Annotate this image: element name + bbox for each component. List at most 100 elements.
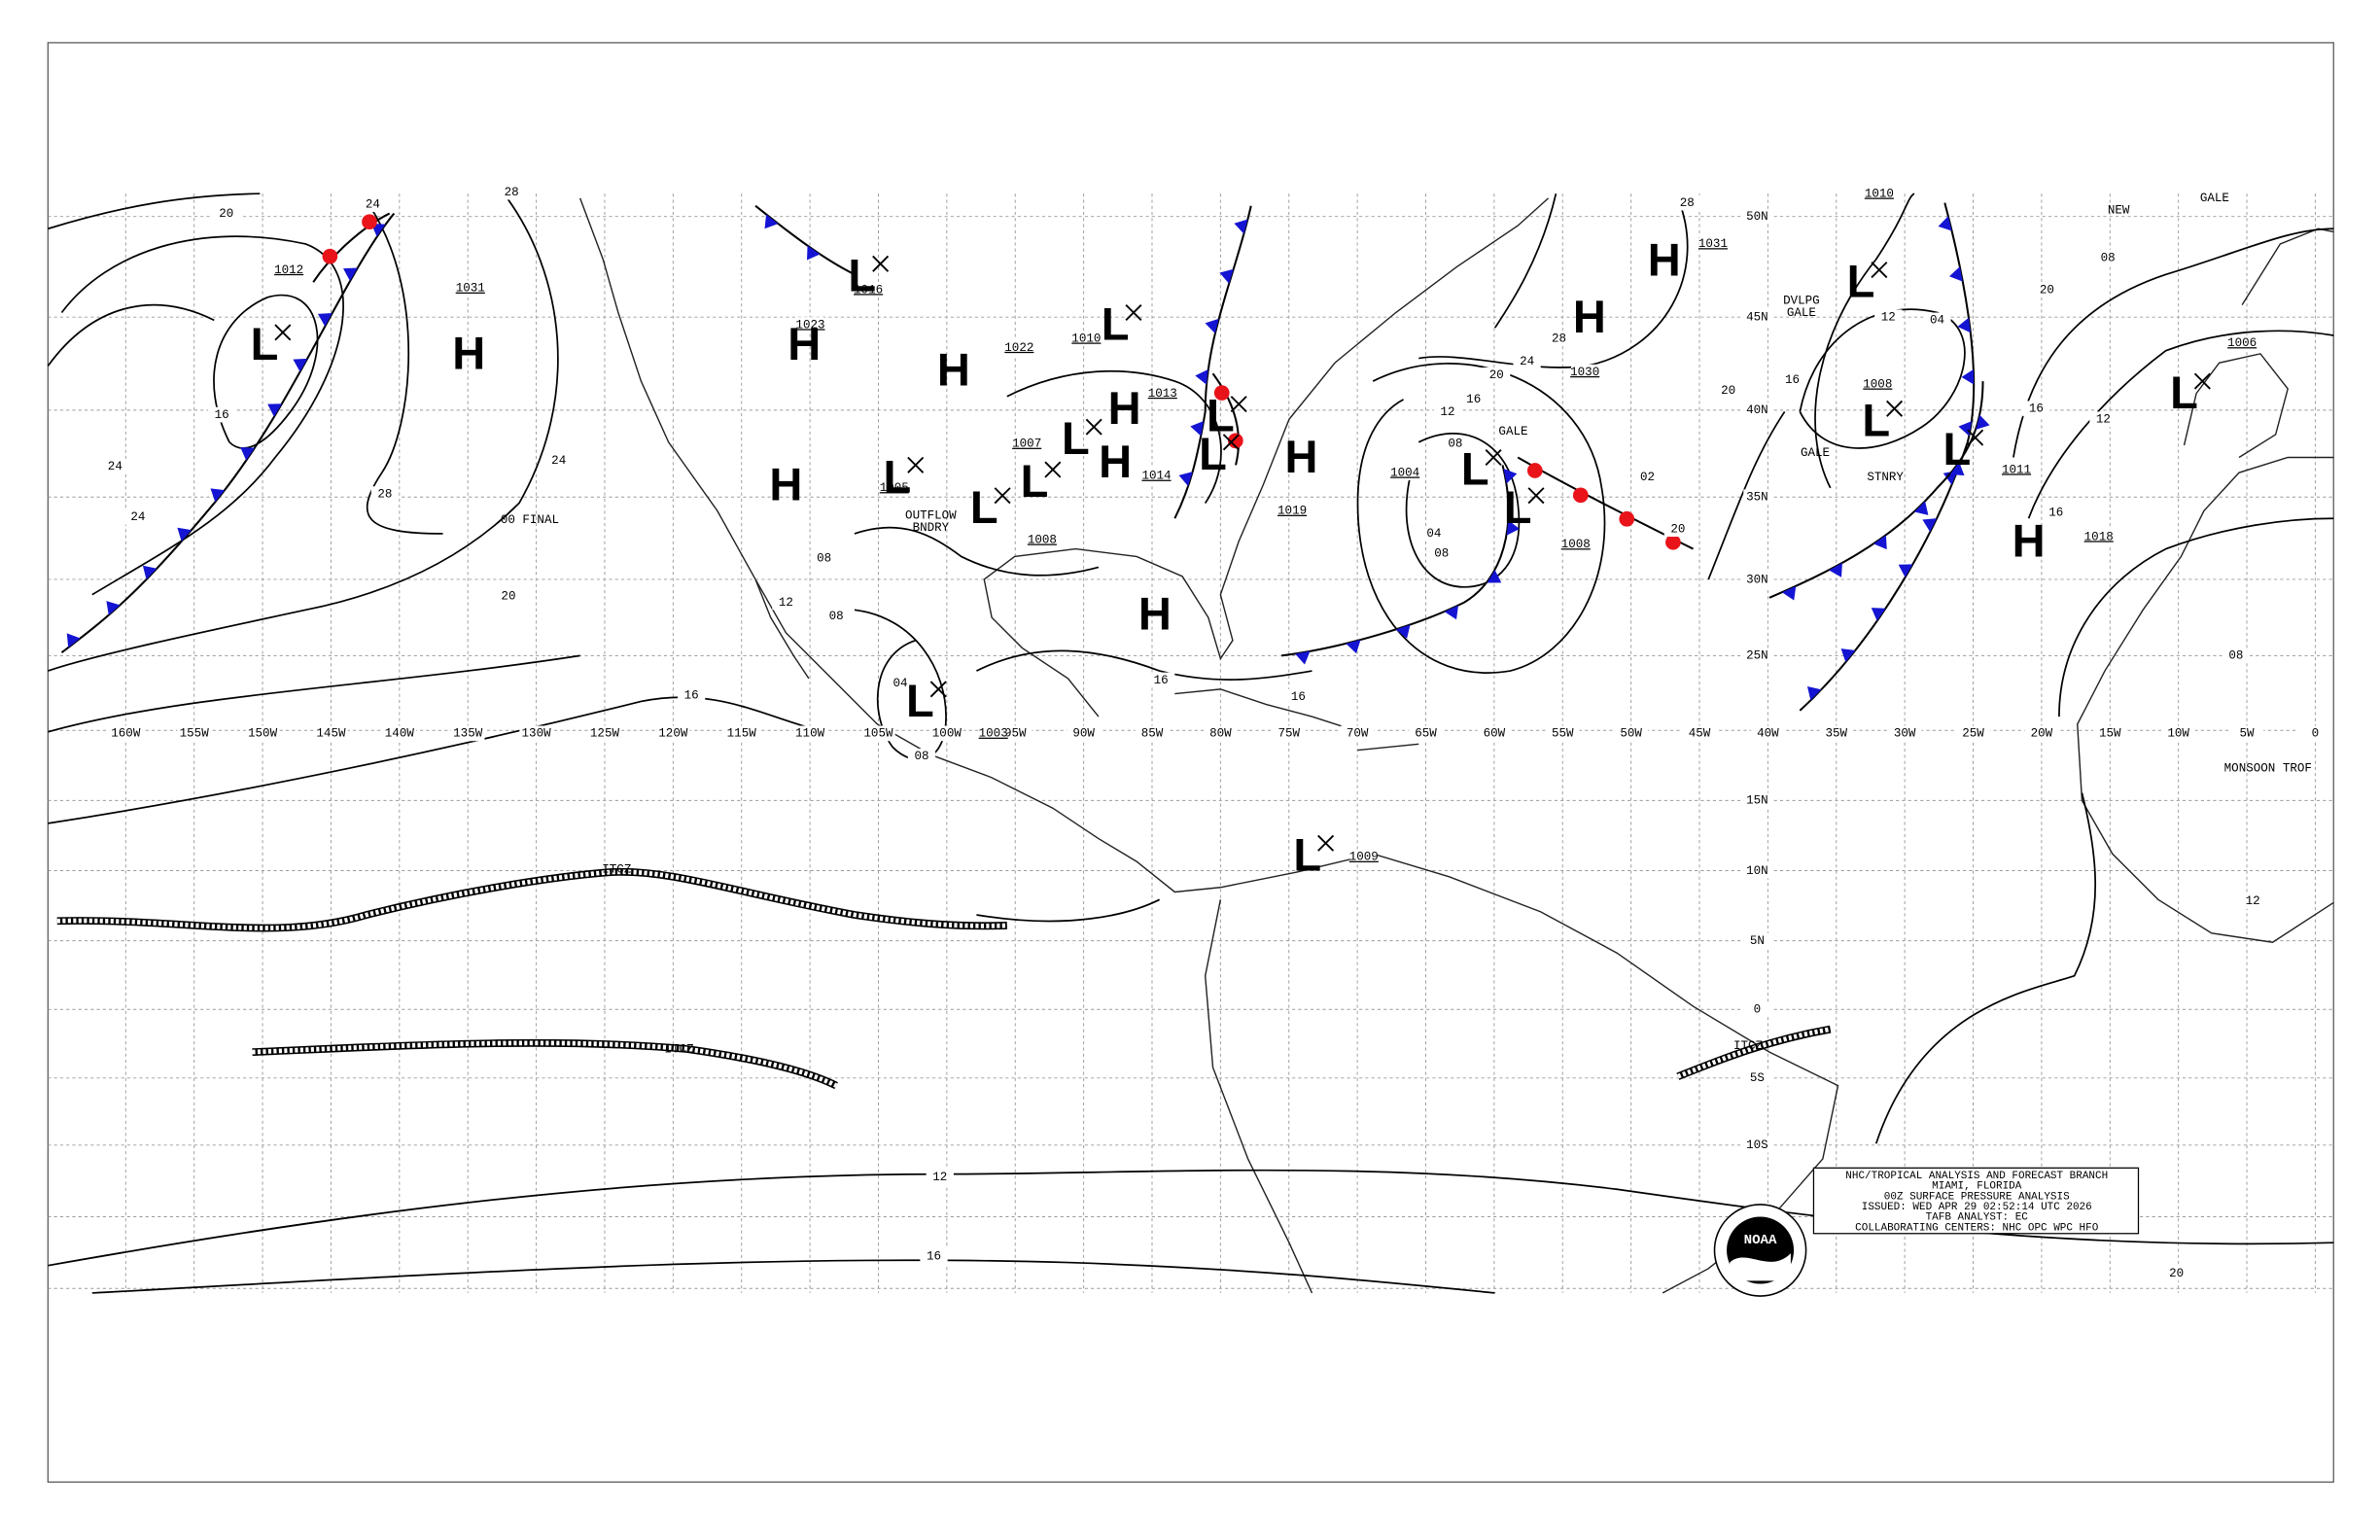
isobar-label-bg <box>1571 364 1599 380</box>
isobar-label: 1009 <box>1349 851 1379 864</box>
lon-label-bg <box>1887 725 1922 742</box>
lon-label: 125W <box>590 727 620 741</box>
isobar <box>1006 369 1222 505</box>
isobar-label: 16 <box>215 408 229 422</box>
isobar-label-bg <box>1874 309 1903 326</box>
cold-front-pip <box>1957 317 1971 333</box>
lon-label: 30W <box>1894 727 1916 741</box>
isobar-label: 16 <box>684 688 699 702</box>
cold-front-pip <box>1898 564 1913 578</box>
isobar-label-bg <box>1148 385 1176 402</box>
lon-label: 80W <box>1209 727 1232 741</box>
isobar-label-bg <box>678 687 706 703</box>
isobar-label: 1023 <box>795 318 824 332</box>
info-line: NHC/TROPICAL ANALYSIS AND FORECAST BRANC… <box>1845 1171 2108 1182</box>
cold-front-pip <box>1949 462 1965 476</box>
feature-label: STNRY <box>1867 471 1904 484</box>
isobar-label-bg <box>2022 401 2050 417</box>
pressure-center: H <box>452 327 485 378</box>
isobar-label: 24 <box>1520 355 1534 368</box>
isobar-label-bg <box>359 196 387 212</box>
lat-label: 30N <box>1746 573 1768 586</box>
feature-label: MONSOON TROF <box>2224 762 2312 776</box>
cold-front-pip <box>1487 570 1502 583</box>
isobar <box>854 526 1100 577</box>
cold-front-pip <box>806 245 821 261</box>
isobar-label-bg <box>886 675 915 691</box>
isobar-label-bg <box>2228 335 2257 351</box>
isobar <box>1814 192 1915 489</box>
lat-label: 40N <box>1746 403 1768 417</box>
pressure-center: L <box>1062 412 1090 464</box>
lon-label: 60W <box>1484 727 1506 741</box>
feature-label: BNDRY <box>913 521 950 535</box>
info-line: 00Z SURFACE PRESSURE ANALYSIS <box>1884 1191 2070 1203</box>
isobar-label: 28 <box>1552 332 1566 345</box>
isobar-label: 12 <box>932 1171 947 1184</box>
isobar-label: 1018 <box>2084 530 2114 543</box>
cold-front-pip <box>1938 216 1952 231</box>
center-cross <box>274 324 292 341</box>
isobar <box>48 696 824 824</box>
cold-front-pip <box>1873 535 1887 550</box>
cold-front-pip <box>177 527 192 542</box>
isobar <box>47 303 215 367</box>
isobar-label: 1031 <box>456 282 485 296</box>
pressure-center: L <box>1461 443 1489 495</box>
isobar-label: 12 <box>1441 405 1455 419</box>
isobar <box>366 200 443 535</box>
isobar-label-bg <box>2033 282 2061 298</box>
isobar-label: 1004 <box>1390 466 1419 479</box>
isobar-label-bg <box>1513 353 1541 369</box>
lon-label: 130W <box>522 727 552 741</box>
lat-label: 45N <box>1746 311 1768 325</box>
lon-label-bg <box>1340 725 1375 742</box>
itcz-hatch <box>1676 1027 1832 1079</box>
isobar-label: 08 <box>1434 547 1449 561</box>
cold-front-pip <box>1503 469 1518 484</box>
isobar-label-bg <box>1561 537 1590 552</box>
lon-label: 10W <box>2167 727 2189 741</box>
isobar-label-bg <box>880 480 908 496</box>
info-box <box>1812 1167 2140 1235</box>
pressure-center: L <box>1942 423 1971 474</box>
isobar-label-bg <box>1864 376 1892 393</box>
isobar-label: 08 <box>829 610 844 623</box>
warm-front-pip <box>1213 385 1230 401</box>
info-line: MIAMI, FLORIDA <box>1932 1181 2022 1193</box>
lat-label: 25N <box>1746 649 1768 663</box>
isobar-label: 24 <box>366 197 380 211</box>
lon-label-bg <box>2161 725 2195 742</box>
feature-label: GALE <box>1787 306 1816 320</box>
lon-label-bg <box>1204 725 1238 742</box>
lon-label-bg <box>245 725 280 742</box>
isobar <box>1405 433 1521 588</box>
isobar-label: 1030 <box>1570 366 1599 379</box>
isobar-label: 1005 <box>880 481 909 495</box>
lat-label: 5N <box>1750 934 1765 948</box>
isobar-label: 20 <box>1721 384 1735 398</box>
isobar-label: 20 <box>2040 283 2054 297</box>
cold-front-pip <box>1871 608 1886 621</box>
lon-label-bg <box>2024 725 2059 742</box>
isobar-label: 1010 <box>1865 187 1894 200</box>
cold-front-pip <box>1829 562 1842 578</box>
center-cross <box>1125 303 1142 322</box>
lon-label-bg <box>792 725 827 742</box>
isobar-label-bg <box>1142 468 1171 484</box>
lon-label: 25W <box>1962 727 1984 741</box>
isobar-label: 16 <box>927 1250 941 1264</box>
isobar-label-bg <box>208 406 236 423</box>
front <box>312 212 391 283</box>
isobar-label-bg <box>1865 186 1893 202</box>
lat-label: 50N <box>1746 210 1768 224</box>
cold-front-pip <box>293 358 308 372</box>
cold-front-pip <box>1195 368 1208 385</box>
isobar-label: 12 <box>1881 311 1896 325</box>
lon-label-bg <box>177 725 211 742</box>
lon-label: 20W <box>2031 727 2053 741</box>
pressure-center: L <box>848 249 876 300</box>
lon-label: 15W <box>2099 727 2121 741</box>
lon-label-bg <box>1682 725 1717 742</box>
pressure-center: H <box>1099 436 1132 487</box>
